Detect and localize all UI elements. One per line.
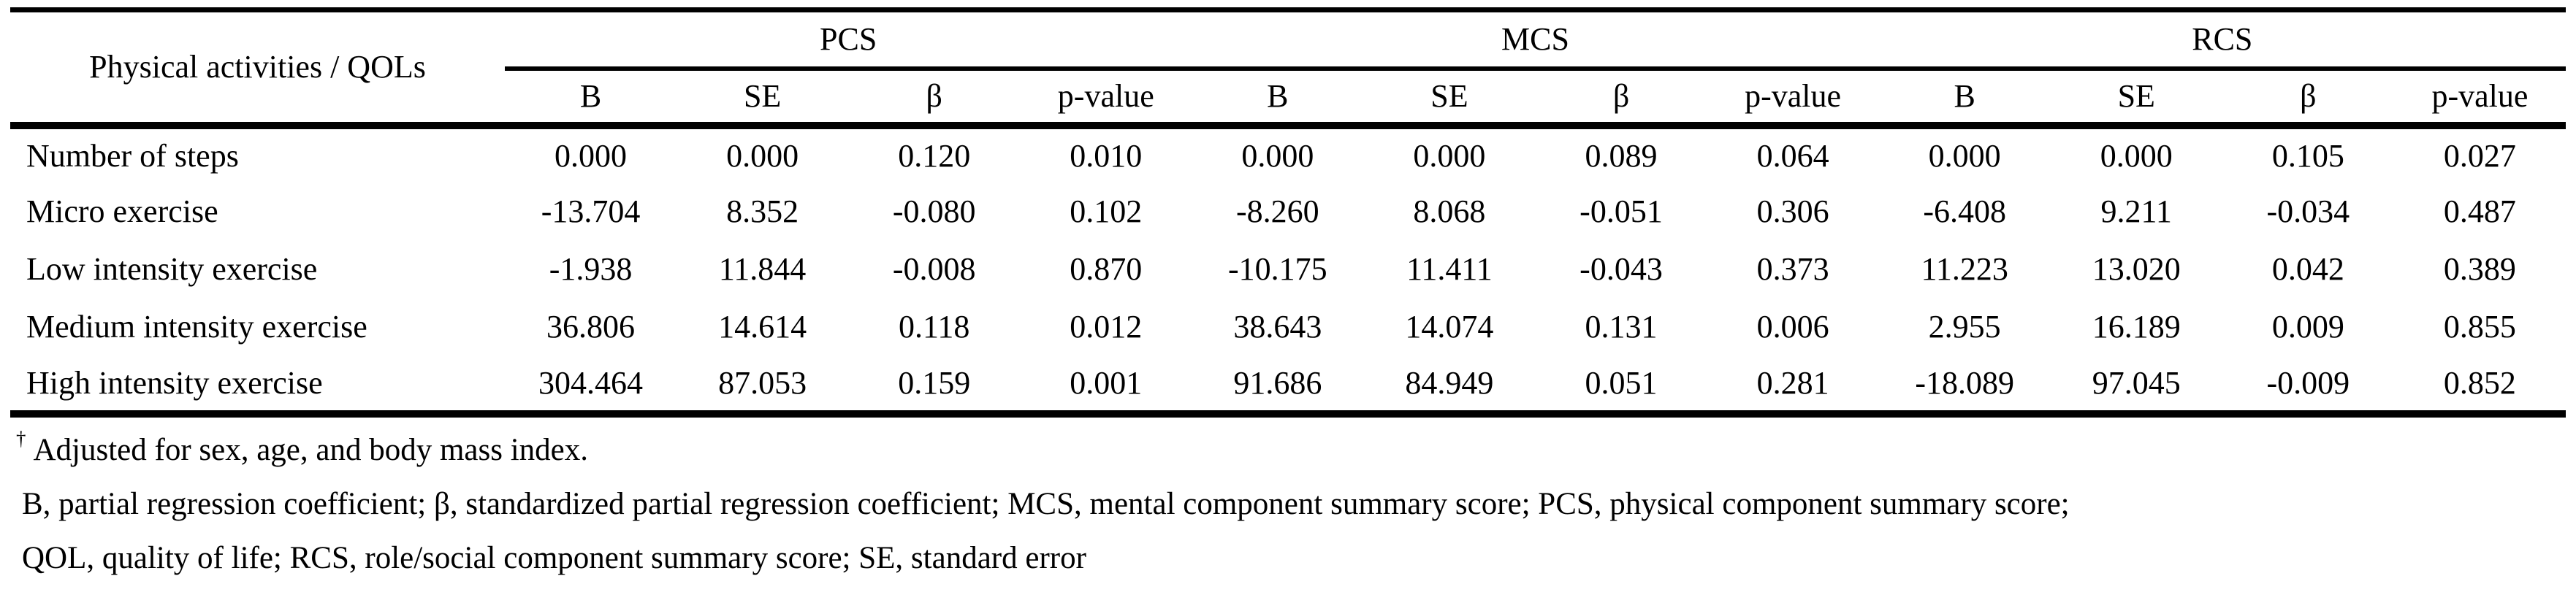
table-cell: 0.006 (1756, 309, 1829, 345)
table-cell: 304.464 (538, 364, 644, 401)
table-cell: -0.008 (892, 251, 976, 287)
col-header-pcs-se: SE (677, 68, 849, 129)
footnote-abbreviations-line2: QOL, quality of life; RCS, role/social c… (16, 531, 2576, 585)
table-cell: 0.051 (1585, 364, 1658, 401)
table-cell: 11.844 (718, 251, 807, 287)
table-row: Number of steps 0.000 0.000 0.120 0.010 … (10, 126, 2566, 183)
table-cell: 2.955 (1928, 309, 2001, 345)
table-cell: 97.045 (2092, 364, 2181, 401)
table-cell: 16.189 (2092, 309, 2181, 345)
table-cell: 11.411 (1406, 251, 1493, 287)
table-cell: 36.806 (546, 309, 636, 345)
table-cell: 91.686 (1233, 364, 1322, 401)
col-header-mcs-b: B (1192, 68, 1364, 129)
table-cell: 0.000 (1413, 137, 1486, 174)
table-cell: 0.105 (2271, 137, 2344, 174)
footnote-adjustment-text: Adjusted for sex, age, and body mass ind… (33, 433, 589, 467)
table-cell: 8.352 (726, 193, 799, 229)
table-row: Medium intensity exercise 36.806 14.614 … (10, 299, 2566, 356)
table-row: Micro exercise -13.704 8.352 -0.080 0.10… (10, 183, 2566, 241)
table-cell: -6.408 (1923, 193, 2006, 229)
table-cell: 0.159 (898, 364, 971, 401)
col-header-pcs-beta: β (848, 68, 1021, 129)
table-cell: 0.064 (1756, 137, 1829, 174)
footnote-abbreviations-line1: B, partial regression coefficient; β, st… (16, 477, 2576, 531)
col-header-pcs-pvalue: p-value (1020, 68, 1192, 129)
table-cell: -0.009 (2266, 364, 2350, 401)
table-cell: 14.074 (1405, 309, 1494, 345)
col-header-mcs-pvalue: p-value (1707, 68, 1879, 129)
col-header-mcs-se: SE (1363, 68, 1536, 129)
regression-results-table: Physical activities / QOLs PCS MCS RCS B… (10, 7, 2566, 418)
row-label: Low intensity exercise (26, 251, 318, 287)
dagger-symbol: † (16, 427, 26, 450)
table-cell: 0.306 (1756, 193, 1829, 229)
table-cell: 0.870 (1070, 251, 1143, 287)
col-header-mcs-beta: β (1535, 68, 1707, 129)
footnote-adjustment: † Adjusted for sex, age, and body mass i… (16, 423, 2576, 477)
table-cell: 0.281 (1756, 364, 1829, 401)
table-cell: -0.034 (2266, 193, 2350, 229)
table-cell: 0.131 (1585, 309, 1658, 345)
table-cell: 0.000 (2100, 137, 2173, 174)
table-cell: 0.042 (2271, 251, 2344, 287)
table-cell: 0.373 (1756, 251, 1829, 287)
table-cell: -18.089 (1915, 364, 2014, 401)
table-cell: 13.020 (2092, 251, 2181, 287)
col-header-rcs-beta: β (2222, 68, 2394, 129)
footnote-abbreviations-text2: QOL, quality of life; RCS, role/social c… (22, 541, 1086, 575)
table-cell: 38.643 (1233, 309, 1322, 345)
table-cell: -0.051 (1579, 193, 1663, 229)
table-cell: -1.938 (549, 251, 633, 287)
group-header-rcs: RCS (1878, 9, 2566, 71)
table-cell: 84.949 (1405, 364, 1494, 401)
table-footnotes: † Adjusted for sex, age, and body mass i… (16, 423, 2576, 585)
table-cell: 11.223 (1921, 251, 2008, 287)
table-row: Low intensity exercise -1.938 11.844 -0.… (10, 241, 2566, 299)
table-cell: 0.000 (1241, 137, 1314, 174)
table-cell: 0.089 (1585, 137, 1658, 174)
table-cell: 87.053 (718, 364, 807, 401)
table-cell: -0.043 (1579, 251, 1663, 287)
footnote-abbreviations-text1: B, partial regression coefficient; β, st… (22, 487, 2070, 521)
table-cell: 0.012 (1070, 309, 1143, 345)
table-cell: 9.211 (2100, 193, 2172, 229)
table-cell: 0.102 (1070, 193, 1143, 229)
table-cell: 0.118 (899, 309, 970, 345)
col-header-rcs-pvalue: p-value (2393, 68, 2566, 129)
table-cell: 0.000 (1928, 137, 2001, 174)
col-header-pcs-b: B (505, 68, 677, 129)
group-header-row: Physical activities / QOLs PCS MCS RCS (10, 9, 2566, 129)
table-cell: 0.852 (2443, 364, 2516, 401)
table-cell: 0.000 (726, 137, 799, 174)
table-cell: -10.175 (1228, 251, 1327, 287)
row-label: High intensity exercise (26, 364, 323, 401)
table-cell: 0.855 (2443, 309, 2516, 345)
row-label: Medium intensity exercise (26, 309, 367, 345)
corner-header: Physical activities / QOLs (10, 9, 505, 129)
paper-table-page: Physical activities / QOLs PCS MCS RCS B… (0, 7, 2576, 611)
table-cell: 0.487 (2443, 193, 2516, 229)
group-header-pcs: PCS (505, 9, 1192, 71)
group-header-mcs: MCS (1192, 9, 1879, 71)
row-label: Number of steps (26, 137, 239, 174)
table-cell: 0.389 (2443, 251, 2516, 287)
table-cell: 14.614 (718, 309, 807, 345)
table-row: High intensity exercise 304.464 87.053 0… (10, 356, 2566, 414)
row-label: Micro exercise (26, 193, 218, 229)
col-header-rcs-se: SE (2050, 68, 2222, 129)
table-cell: 0.120 (898, 137, 971, 174)
table-cell: -13.704 (541, 193, 641, 229)
table-cell: -0.080 (892, 193, 976, 229)
table-cell: -8.260 (1236, 193, 1319, 229)
table-cell: 0.000 (555, 137, 628, 174)
col-header-rcs-b: B (1878, 68, 2051, 129)
table-cell: 0.027 (2443, 137, 2516, 174)
table-cell: 8.068 (1413, 193, 1486, 229)
table-cell: 0.001 (1070, 364, 1143, 401)
table-cell: 0.009 (2271, 309, 2344, 345)
sub-header-row: B SE β p-value B SE β p-value B SE β p-v… (10, 68, 2566, 129)
table-cell: 0.010 (1070, 137, 1143, 174)
